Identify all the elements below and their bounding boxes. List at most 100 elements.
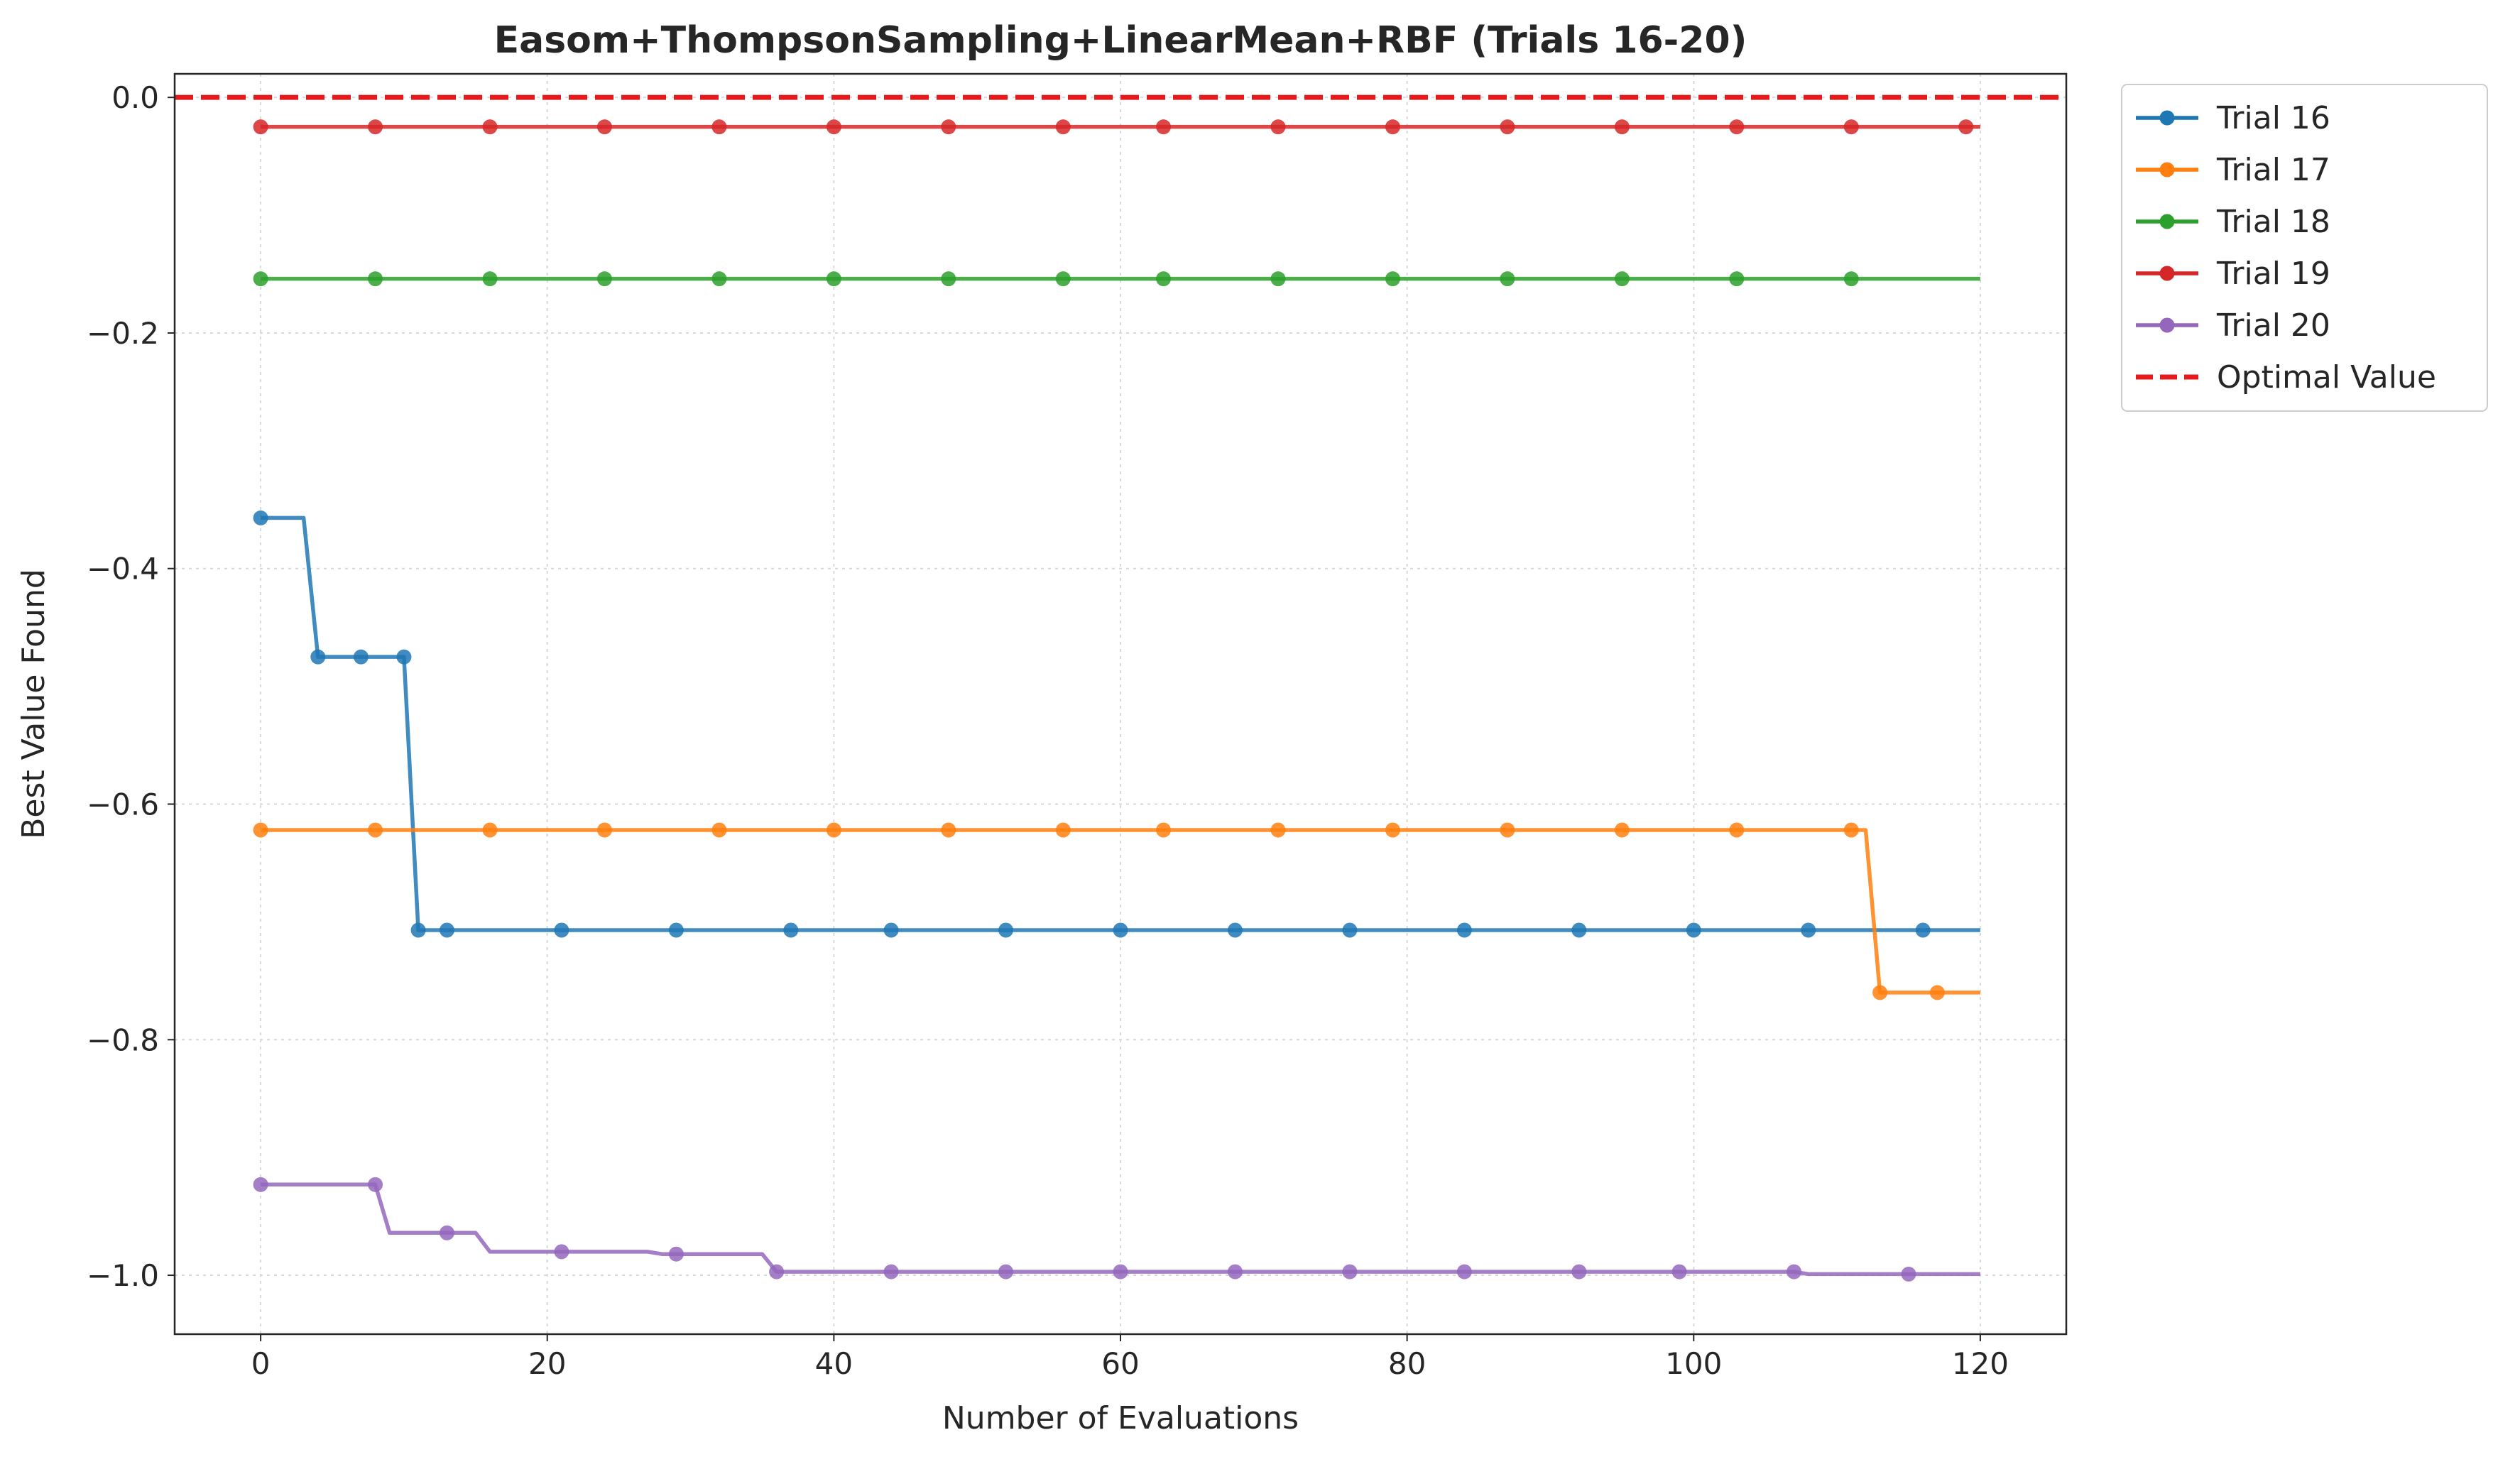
legend-marker	[2159, 162, 2175, 178]
data-point	[1958, 119, 1974, 135]
data-point	[826, 119, 841, 135]
x-axis: 0 20 40 60 80 100 120	[251, 1334, 2009, 1381]
legend-entry: Trial 18	[2136, 204, 2330, 240]
data-point	[368, 822, 383, 838]
x-tick-label: 120	[1952, 1346, 2009, 1381]
data-point	[1055, 271, 1071, 287]
data-point	[1671, 1264, 1687, 1279]
legend-entry: Trial 16	[2136, 100, 2330, 136]
data-point	[1342, 922, 1358, 938]
data-point	[1342, 1264, 1358, 1279]
legend-label: Trial 16	[2216, 100, 2330, 136]
data-point	[711, 271, 727, 287]
legend-box	[2121, 84, 2488, 412]
series-1	[253, 510, 1980, 938]
data-point	[439, 1225, 454, 1240]
y-tick-label: −0.4	[87, 552, 159, 586]
y-tick-label: −0.2	[87, 316, 159, 351]
data-point	[1270, 271, 1286, 287]
data-point	[1156, 271, 1172, 287]
data-point	[1787, 1264, 1802, 1279]
data-point	[1385, 271, 1400, 287]
legend-label: Trial 17	[2216, 152, 2330, 188]
legend-marker	[2159, 214, 2175, 229]
y-tick-label: −1.0	[87, 1258, 159, 1293]
x-axis-label: Number of Evaluations	[942, 1400, 1299, 1436]
legend-entry: Trial 17	[2136, 152, 2330, 188]
data-point	[1729, 822, 1745, 838]
data-point	[482, 119, 498, 135]
legend-label: Optimal Value	[2217, 359, 2436, 395]
data-point	[769, 1264, 785, 1279]
data-point	[1055, 822, 1071, 838]
data-point	[368, 271, 383, 287]
legend-entry: Trial 19	[2136, 256, 2330, 292]
series-5	[253, 1177, 1980, 1282]
data-point	[941, 271, 956, 287]
data-point	[368, 119, 383, 135]
data-point	[1915, 922, 1931, 938]
data-point	[439, 922, 454, 938]
data-point	[1686, 922, 1701, 938]
data-point	[826, 271, 841, 287]
data-point	[941, 822, 956, 838]
data-point	[410, 922, 426, 938]
data-point	[1500, 822, 1515, 838]
y-tick-label: 0.0	[111, 80, 159, 115]
data-point	[1614, 271, 1630, 287]
data-point	[1227, 1264, 1243, 1279]
chart-title: Easom+ThompsonSampling+LinearMean+RBF (T…	[494, 19, 1747, 62]
data-point	[253, 1177, 268, 1192]
data-point	[1801, 922, 1816, 938]
data-point	[253, 510, 268, 525]
legend: Trial 16 Trial 17 Trial 18 Trial 19 Trial 20…	[2121, 84, 2488, 412]
data-point	[1156, 822, 1172, 838]
data-point	[1729, 271, 1745, 287]
data-point	[1385, 119, 1400, 135]
data-point	[1929, 985, 1945, 1000]
legend-label: Trial 20	[2216, 307, 2330, 344]
data-point	[941, 119, 956, 135]
data-point	[668, 922, 684, 938]
data-point	[998, 922, 1014, 938]
y-axis-label: Best Value Found	[16, 569, 52, 839]
data-point	[1571, 1264, 1587, 1279]
data-point	[1843, 271, 1859, 287]
data-point	[1270, 822, 1286, 838]
data-point	[783, 922, 799, 938]
y-tick-label: −0.6	[87, 787, 159, 822]
data-point	[1614, 119, 1630, 135]
data-point	[396, 649, 412, 665]
data-point	[554, 922, 569, 938]
data-point	[554, 1244, 569, 1260]
data-point	[711, 119, 727, 135]
x-tick-label: 100	[1665, 1346, 1722, 1381]
data-point	[711, 822, 727, 838]
data-point	[826, 822, 841, 838]
x-tick-label: 0	[251, 1346, 271, 1381]
data-point	[253, 119, 268, 135]
data-point	[253, 822, 268, 838]
data-point	[1571, 922, 1587, 938]
data-point	[1456, 1264, 1472, 1279]
data-point	[482, 822, 498, 838]
legend-label: Trial 19	[2216, 256, 2330, 292]
data-point	[368, 1177, 383, 1192]
data-point	[668, 1246, 684, 1262]
x-tick-label: 80	[1388, 1346, 1426, 1381]
data-point	[883, 1264, 899, 1279]
series-3	[253, 271, 1980, 287]
legend-marker	[2159, 266, 2175, 281]
legend-marker	[2159, 110, 2175, 126]
data-point	[1055, 119, 1071, 135]
data-point	[596, 822, 612, 838]
legend-marker	[2159, 317, 2175, 333]
data-point	[1614, 822, 1630, 838]
data-point	[596, 271, 612, 287]
legend-entry: Trial 20	[2136, 307, 2330, 344]
data-point	[1872, 985, 1888, 1000]
plot-area	[175, 94, 2066, 1282]
data-point	[1843, 822, 1859, 838]
